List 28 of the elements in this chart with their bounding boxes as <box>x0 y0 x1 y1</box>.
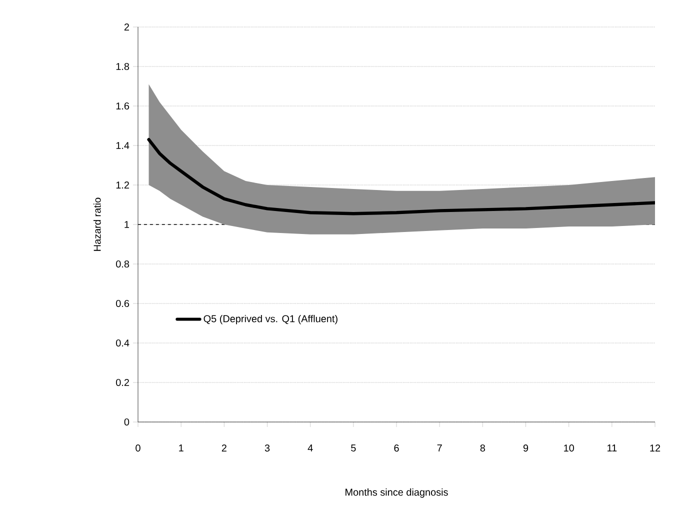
x-tick-label: 2 <box>222 444 226 452</box>
x-tick-label: 6 <box>394 444 399 452</box>
y-tick-label: 2 <box>124 24 129 30</box>
y-tick-label: 1 <box>124 221 130 228</box>
y-tick-label: 0.8 <box>116 260 130 268</box>
y-tick-label: 0.2 <box>116 378 129 386</box>
x-tick-label: 1 <box>179 444 184 452</box>
y-tick-label: 0.4 <box>116 339 130 347</box>
x-tick-label: 3 <box>264 444 270 452</box>
x-tick-label: 5 <box>351 444 356 452</box>
x-axis-title: Months since diagnosis <box>346 488 448 498</box>
x-tick-label: 8 <box>480 444 486 452</box>
x-tick-label: 7 <box>437 444 442 452</box>
y-tick-label: 0.6 <box>116 300 130 308</box>
x-tick-label: 9 <box>523 444 528 452</box>
legend-label: Q5 (Deprived vs. Q1 (Affluent) <box>204 314 338 324</box>
x-tick-label: 4 <box>308 444 313 452</box>
x-tick-label: 11 <box>608 444 617 452</box>
y-tick-label: 1.4 <box>116 142 130 149</box>
x-tick-label: 0 <box>136 444 140 452</box>
y-tick-label: 0 <box>124 418 130 426</box>
line-series <box>147 138 656 216</box>
y-tick-label: 1.2 <box>116 182 129 188</box>
x-tick-label: 10 <box>564 444 574 452</box>
y-axis-title: Hazard ratio <box>93 198 101 251</box>
x-tick-label: 12 <box>650 444 660 452</box>
y-tick-label: 1.6 <box>116 102 130 110</box>
y-tick-label: 1.8 <box>116 62 130 70</box>
